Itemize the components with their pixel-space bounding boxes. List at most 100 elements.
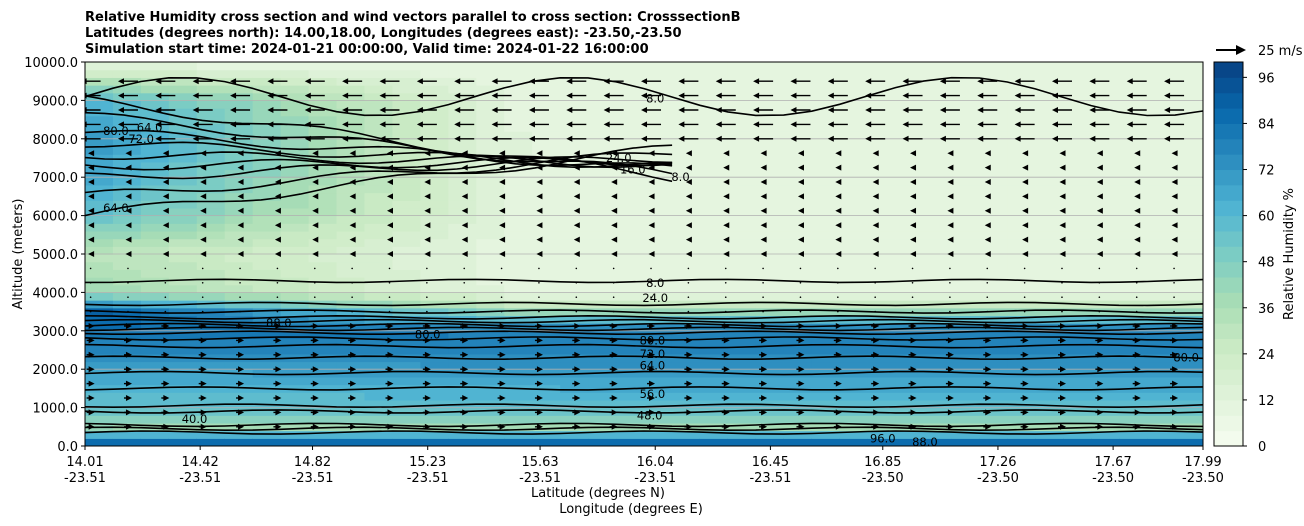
wind-arrow bbox=[491, 135, 512, 142]
rh-cell bbox=[895, 438, 925, 446]
wind-arrow bbox=[790, 92, 811, 99]
rh-cell bbox=[1091, 85, 1120, 94]
wind-arrow bbox=[528, 92, 549, 99]
wind-arrow bbox=[237, 150, 244, 157]
rh-cell bbox=[140, 77, 170, 86]
rh-cell bbox=[252, 246, 282, 255]
rh-cell bbox=[671, 438, 701, 446]
rh-cell bbox=[951, 392, 980, 401]
wind-arrow bbox=[348, 395, 357, 401]
rh-cell bbox=[588, 246, 617, 255]
contour-line bbox=[85, 386, 1203, 391]
rh-cell bbox=[1007, 315, 1036, 324]
wind-arrow bbox=[500, 267, 503, 270]
rh-cell bbox=[727, 85, 757, 94]
wind-arrow bbox=[1020, 423, 1029, 430]
rh-cell bbox=[476, 192, 505, 201]
rh-cell bbox=[196, 261, 226, 270]
rh-cell bbox=[476, 169, 505, 178]
wind-arrow bbox=[304, 135, 325, 142]
colorbar-segment bbox=[1214, 169, 1243, 186]
wind-arrow bbox=[1023, 282, 1026, 284]
contour-line bbox=[85, 301, 1203, 307]
rh-cell bbox=[392, 353, 421, 363]
rh-cell bbox=[671, 223, 701, 232]
rh-cell bbox=[951, 115, 980, 125]
rh-cell bbox=[1119, 62, 1148, 71]
wind-arrow bbox=[641, 78, 662, 85]
rh-cell bbox=[140, 131, 170, 140]
chart-title-line-1: Relative Humidity cross section and wind… bbox=[85, 10, 741, 25]
rh-cell bbox=[979, 85, 1008, 94]
rh-cell bbox=[644, 192, 673, 201]
contour-label: 80.0 bbox=[640, 333, 666, 347]
rh-cell bbox=[448, 161, 477, 171]
rh-cell bbox=[392, 207, 421, 217]
x-tick-label-lon: -23.51 bbox=[749, 471, 791, 486]
rh-cell bbox=[1007, 177, 1036, 186]
wind-arrow bbox=[1095, 337, 1104, 344]
wind-arrow bbox=[387, 179, 394, 185]
rh-cell bbox=[1063, 384, 1092, 393]
rh-cell bbox=[1119, 346, 1148, 355]
rh-cell bbox=[588, 223, 617, 232]
rh-cell bbox=[476, 407, 505, 416]
rh-cell bbox=[755, 108, 785, 117]
wind-arrow bbox=[1022, 236, 1029, 243]
wind-arrow bbox=[89, 267, 92, 270]
rh-cell bbox=[699, 146, 729, 155]
wind-arrow bbox=[534, 337, 543, 344]
wind-arrow bbox=[534, 351, 543, 358]
rh-cell bbox=[867, 399, 897, 409]
rh-cell bbox=[839, 292, 869, 301]
rh-cell bbox=[699, 415, 729, 424]
wind-arrow bbox=[86, 395, 95, 401]
wind-arrow bbox=[424, 179, 431, 185]
wind-arrow bbox=[984, 222, 991, 229]
rh-cell bbox=[811, 376, 841, 386]
wind-arrow bbox=[1022, 150, 1029, 157]
rh-cell bbox=[476, 261, 505, 270]
wind-arrow bbox=[125, 150, 132, 157]
contour-line bbox=[85, 422, 1203, 428]
contour-label: 8.0 bbox=[671, 170, 689, 184]
rh-cell bbox=[1147, 192, 1176, 201]
rh-cell bbox=[923, 238, 953, 247]
rh-cell bbox=[951, 200, 980, 209]
wind-arrow bbox=[342, 92, 363, 99]
rh-cell bbox=[420, 269, 449, 278]
rh-cell bbox=[112, 399, 142, 409]
rh-cell bbox=[616, 369, 645, 378]
rh-cell bbox=[448, 207, 477, 217]
wind-arrow bbox=[723, 193, 730, 200]
rh-cell bbox=[588, 230, 617, 240]
rh-cell bbox=[671, 161, 701, 171]
rh-cell bbox=[364, 169, 394, 178]
rh-cell bbox=[252, 100, 282, 109]
rh-cell bbox=[867, 300, 897, 309]
rh-cell bbox=[727, 154, 757, 163]
rh-cell bbox=[448, 438, 477, 446]
wind-arrow bbox=[947, 222, 954, 229]
rh-cell bbox=[560, 108, 589, 117]
wind-arrow bbox=[902, 121, 923, 128]
rh-cell bbox=[783, 223, 813, 232]
rh-cell bbox=[1007, 138, 1036, 148]
wind-arrow bbox=[603, 92, 624, 99]
rh-cell bbox=[392, 300, 421, 309]
rh-cell bbox=[112, 230, 142, 240]
rh-cell bbox=[252, 62, 282, 71]
wind-arrow bbox=[977, 78, 998, 85]
rh-cell bbox=[1091, 169, 1120, 178]
rh-cell bbox=[140, 261, 170, 270]
wind-arrow bbox=[236, 380, 245, 387]
rh-cell bbox=[1035, 376, 1064, 386]
rh-cell bbox=[168, 254, 198, 263]
rh-cell bbox=[420, 92, 449, 101]
rh-cell bbox=[588, 62, 617, 71]
rh-cell bbox=[1147, 184, 1176, 194]
wind-arrow bbox=[573, 236, 580, 243]
rh-cell bbox=[448, 430, 477, 439]
rh-cell bbox=[224, 200, 254, 209]
